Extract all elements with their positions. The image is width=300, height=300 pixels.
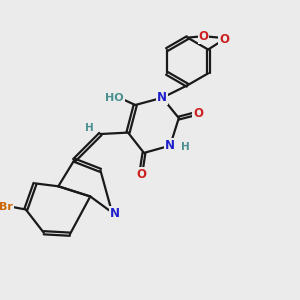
Text: HO: HO (105, 93, 124, 103)
Text: N: N (110, 207, 120, 220)
Text: N: N (157, 91, 167, 104)
Text: O: O (199, 30, 208, 43)
Text: H: H (181, 142, 190, 152)
Text: O: O (136, 168, 146, 181)
Text: N: N (165, 139, 175, 152)
Text: H: H (85, 123, 94, 133)
Text: Br: Br (0, 202, 13, 212)
Text: O: O (219, 33, 229, 46)
Text: O: O (193, 107, 203, 120)
